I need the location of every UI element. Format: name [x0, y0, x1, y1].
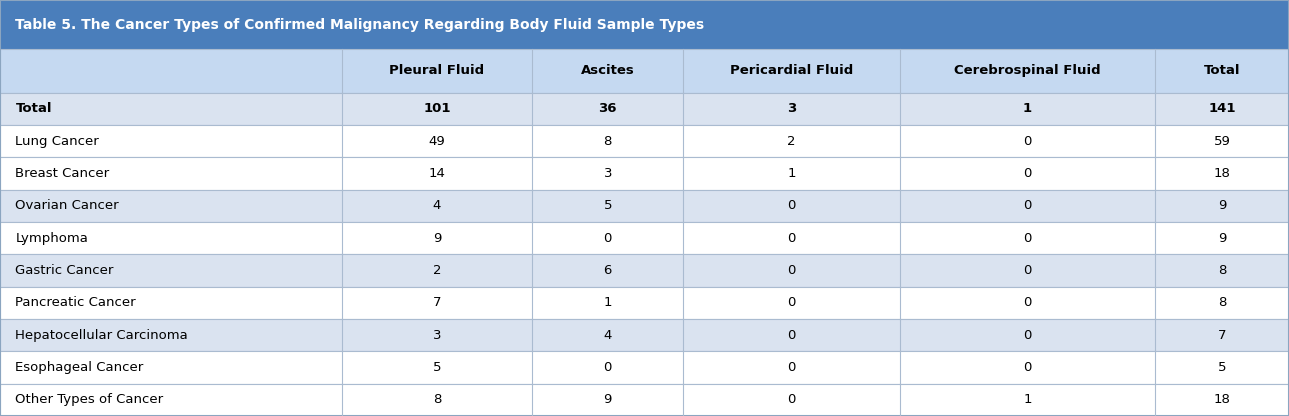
Text: Cerebrospinal Fluid: Cerebrospinal Fluid	[954, 64, 1101, 77]
Text: 18: 18	[1213, 167, 1231, 180]
Text: 5: 5	[1218, 361, 1226, 374]
Text: 0: 0	[1023, 329, 1031, 342]
Text: 7: 7	[433, 296, 441, 310]
Text: Breast Cancer: Breast Cancer	[15, 167, 110, 180]
Text: Hepatocellular Carcinoma: Hepatocellular Carcinoma	[15, 329, 188, 342]
Text: 0: 0	[788, 394, 795, 406]
Text: 1: 1	[1023, 394, 1031, 406]
Text: 8: 8	[1218, 264, 1226, 277]
Text: 0: 0	[788, 296, 795, 310]
Bar	[0, 352, 1289, 384]
Text: Esophageal Cancer: Esophageal Cancer	[15, 361, 143, 374]
Text: Ovarian Cancer: Ovarian Cancer	[15, 199, 119, 213]
Text: 0: 0	[1023, 264, 1031, 277]
Bar	[0, 384, 1289, 416]
Text: 3: 3	[603, 167, 612, 180]
Text: 101: 101	[423, 102, 451, 115]
Text: 0: 0	[788, 329, 795, 342]
Text: 0: 0	[1023, 199, 1031, 213]
Text: 5: 5	[433, 361, 441, 374]
Text: Table 5. The Cancer Types of Confirmed Malignancy Regarding Body Fluid Sample Ty: Table 5. The Cancer Types of Confirmed M…	[15, 17, 705, 32]
Text: Pleural Fluid: Pleural Fluid	[389, 64, 485, 77]
Text: 0: 0	[788, 264, 795, 277]
Text: 4: 4	[433, 199, 441, 213]
Text: Gastric Cancer: Gastric Cancer	[15, 264, 113, 277]
Text: 2: 2	[433, 264, 441, 277]
Text: 9: 9	[1218, 199, 1226, 213]
Text: Lung Cancer: Lung Cancer	[15, 135, 99, 148]
Text: 141: 141	[1208, 102, 1236, 115]
Text: 4: 4	[603, 329, 612, 342]
Text: 0: 0	[1023, 361, 1031, 374]
Text: 18: 18	[1213, 394, 1231, 406]
Text: 3: 3	[433, 329, 441, 342]
Text: 3: 3	[786, 102, 797, 115]
Text: 0: 0	[788, 232, 795, 245]
Text: 0: 0	[788, 361, 795, 374]
Text: Pancreatic Cancer: Pancreatic Cancer	[15, 296, 137, 310]
Bar	[0, 254, 1289, 287]
Text: 2: 2	[788, 135, 795, 148]
Bar	[0, 190, 1289, 222]
Bar	[0, 222, 1289, 254]
Bar	[0, 93, 1289, 125]
Text: Other Types of Cancer: Other Types of Cancer	[15, 394, 164, 406]
Text: 9: 9	[1218, 232, 1226, 245]
Text: 14: 14	[428, 167, 446, 180]
Text: 0: 0	[603, 361, 612, 374]
Text: 59: 59	[1213, 135, 1231, 148]
Text: 1: 1	[1022, 102, 1032, 115]
Text: 7: 7	[1218, 329, 1226, 342]
Text: 9: 9	[433, 232, 441, 245]
Text: Ascites: Ascites	[581, 64, 634, 77]
Bar	[0, 0, 1289, 49]
Text: Lymphoma: Lymphoma	[15, 232, 89, 245]
Text: 9: 9	[603, 394, 612, 406]
Text: 0: 0	[788, 199, 795, 213]
Bar	[0, 287, 1289, 319]
Bar	[0, 125, 1289, 157]
Text: 8: 8	[433, 394, 441, 406]
Bar	[0, 319, 1289, 352]
Text: 0: 0	[1023, 167, 1031, 180]
Text: 8: 8	[603, 135, 612, 148]
Text: 5: 5	[603, 199, 612, 213]
Text: 6: 6	[603, 264, 612, 277]
Text: Total: Total	[15, 102, 52, 115]
Text: 1: 1	[603, 296, 612, 310]
Text: 0: 0	[1023, 296, 1031, 310]
Text: 1: 1	[788, 167, 795, 180]
Text: Pericardial Fluid: Pericardial Fluid	[730, 64, 853, 77]
Text: 49: 49	[429, 135, 445, 148]
Text: Total: Total	[1204, 64, 1240, 77]
Text: 0: 0	[1023, 135, 1031, 148]
Bar	[0, 157, 1289, 190]
Text: 0: 0	[1023, 232, 1031, 245]
Text: 36: 36	[598, 102, 617, 115]
Text: 0: 0	[603, 232, 612, 245]
Bar	[0, 49, 1289, 93]
Text: 8: 8	[1218, 296, 1226, 310]
